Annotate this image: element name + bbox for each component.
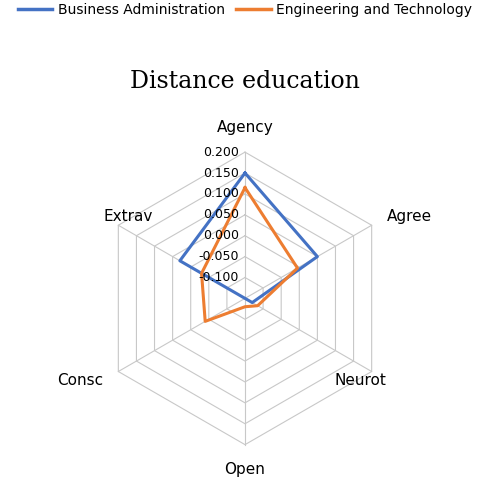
Text: Distance education: Distance education xyxy=(130,70,360,94)
Text: 0.150: 0.150 xyxy=(203,166,239,179)
Text: -0.050: -0.050 xyxy=(198,250,239,263)
Text: -0.100: -0.100 xyxy=(199,271,239,284)
Text: Extrav: Extrav xyxy=(103,209,152,224)
Legend: Business Administration, Engineering and Technology: Business Administration, Engineering and… xyxy=(12,0,478,22)
Text: Open: Open xyxy=(224,462,266,477)
Text: Neurot: Neurot xyxy=(335,373,387,388)
Text: 0.000: 0.000 xyxy=(203,229,239,242)
Text: Agree: Agree xyxy=(387,209,432,224)
Text: Agency: Agency xyxy=(217,120,273,134)
Text: 0.200: 0.200 xyxy=(203,146,239,158)
Text: Consc: Consc xyxy=(57,373,103,388)
Text: 0.100: 0.100 xyxy=(203,188,239,200)
Text: 0.050: 0.050 xyxy=(203,208,239,222)
